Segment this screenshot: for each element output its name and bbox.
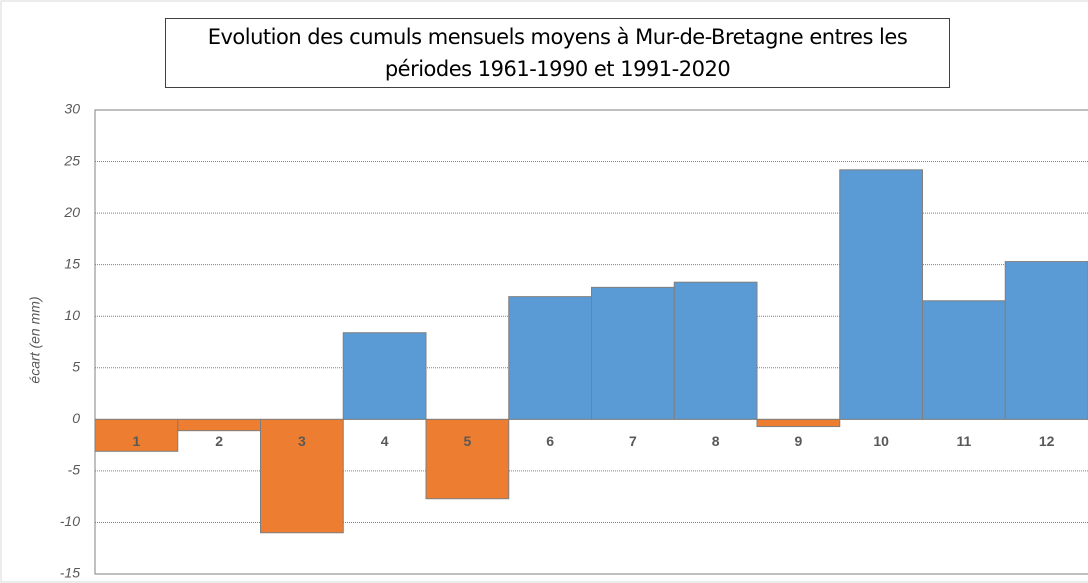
bar bbox=[94, 418, 179, 452]
bar bbox=[425, 418, 510, 500]
y-tick-label: 20 bbox=[63, 204, 80, 220]
x-tick-label: 2 bbox=[215, 433, 223, 449]
bar bbox=[839, 169, 923, 420]
x-tick-label: 11 bbox=[956, 433, 971, 449]
x-tick-label: 10 bbox=[873, 433, 889, 449]
chart-title: Evolution des cumuls mensuels moyens à M… bbox=[165, 18, 950, 88]
y-tick-label: -10 bbox=[60, 513, 80, 529]
y-tick-label: 0 bbox=[72, 410, 80, 426]
bar bbox=[342, 332, 427, 420]
bar bbox=[177, 418, 261, 432]
x-tick-label: 3 bbox=[298, 433, 306, 449]
x-tick-label: 4 bbox=[381, 433, 389, 449]
bar bbox=[591, 286, 675, 420]
x-tick-label: 1 bbox=[132, 433, 140, 449]
x-tick-label: 7 bbox=[629, 433, 637, 449]
y-tick-label: -15 bbox=[60, 565, 80, 581]
y-tick-label: 15 bbox=[64, 255, 80, 271]
bar bbox=[922, 300, 1006, 420]
y-axis-label: écart (en mm) bbox=[27, 296, 43, 383]
x-tick-label: 5 bbox=[463, 433, 471, 449]
y-tick-label: 5 bbox=[72, 358, 80, 374]
y-tick-label: 25 bbox=[63, 152, 80, 168]
y-tick-label: 30 bbox=[64, 101, 80, 117]
x-tick-label: 6 bbox=[546, 433, 554, 449]
y-tick-label: 10 bbox=[64, 307, 80, 323]
x-tick-label: 8 bbox=[712, 433, 720, 449]
bar bbox=[673, 281, 758, 420]
x-tick-label: 12 bbox=[1039, 433, 1055, 449]
bar bbox=[508, 296, 592, 420]
bar bbox=[756, 418, 841, 428]
bar bbox=[1004, 261, 1088, 420]
bar bbox=[260, 418, 344, 534]
x-tick-label: 9 bbox=[794, 433, 802, 449]
y-tick-label: -5 bbox=[68, 462, 81, 478]
